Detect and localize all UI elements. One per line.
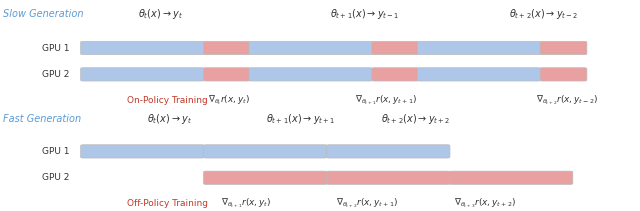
- Text: $\theta_{t+2}(x) \rightarrow y_{t-2}$: $\theta_{t+2}(x) \rightarrow y_{t-2}$: [509, 7, 578, 21]
- FancyBboxPatch shape: [204, 145, 327, 158]
- FancyBboxPatch shape: [204, 68, 250, 81]
- Text: $\nabla_{\theta_{t+1}} r(x, y_t)$: $\nabla_{\theta_{t+1}} r(x, y_t)$: [221, 197, 271, 210]
- Text: GPU 2: GPU 2: [42, 173, 69, 182]
- Text: $\theta_t(x) \rightarrow y_t$: $\theta_t(x) \rightarrow y_t$: [147, 112, 192, 126]
- FancyBboxPatch shape: [372, 68, 419, 81]
- FancyBboxPatch shape: [81, 68, 204, 81]
- FancyBboxPatch shape: [81, 41, 204, 55]
- Text: Slow Generation: Slow Generation: [3, 9, 84, 19]
- FancyBboxPatch shape: [540, 68, 587, 81]
- FancyBboxPatch shape: [326, 171, 450, 184]
- FancyBboxPatch shape: [372, 41, 419, 55]
- Text: On-Policy Training: On-Policy Training: [127, 96, 207, 105]
- FancyBboxPatch shape: [81, 145, 204, 158]
- Text: $\theta_{t+1}(x) \rightarrow y_{t-1}$: $\theta_{t+1}(x) \rightarrow y_{t-1}$: [330, 7, 399, 21]
- Text: $\theta_{t+1}(x) \rightarrow y_{t+1}$: $\theta_{t+1}(x) \rightarrow y_{t+1}$: [266, 112, 335, 126]
- Text: $\nabla_{\theta_{t+2}} r(x, y_{t+1})$: $\nabla_{\theta_{t+2}} r(x, y_{t+1})$: [336, 197, 398, 210]
- Text: GPU 2: GPU 2: [42, 70, 69, 79]
- Text: $\theta_{t+2}(x) \rightarrow y_{t+2}$: $\theta_{t+2}(x) \rightarrow y_{t+2}$: [381, 112, 450, 126]
- FancyBboxPatch shape: [249, 41, 372, 55]
- FancyBboxPatch shape: [540, 41, 587, 55]
- Text: $\nabla_{\theta_{t+1}} r(x, y_{t+1})$: $\nabla_{\theta_{t+1}} r(x, y_{t+1})$: [355, 93, 417, 107]
- Text: GPU 1: GPU 1: [42, 43, 69, 53]
- Text: $\theta_t(x) \rightarrow y_t$: $\theta_t(x) \rightarrow y_t$: [138, 7, 182, 21]
- FancyBboxPatch shape: [249, 68, 372, 81]
- FancyBboxPatch shape: [417, 41, 541, 55]
- FancyBboxPatch shape: [204, 41, 250, 55]
- Text: Fast Generation: Fast Generation: [3, 114, 81, 124]
- Text: $\nabla_{\theta_{t+3}} r(x, y_{t+2})$: $\nabla_{\theta_{t+3}} r(x, y_{t+2})$: [454, 197, 516, 210]
- Text: $\nabla_{\theta_{t+2}} r(x, y_{t-2})$: $\nabla_{\theta_{t+2}} r(x, y_{t-2})$: [536, 93, 598, 107]
- Text: $\nabla_{\theta_t} r(x, y_t)$: $\nabla_{\theta_t} r(x, y_t)$: [208, 93, 250, 107]
- FancyBboxPatch shape: [204, 171, 327, 184]
- FancyBboxPatch shape: [417, 68, 541, 81]
- Text: GPU 1: GPU 1: [42, 147, 69, 156]
- FancyBboxPatch shape: [326, 145, 450, 158]
- Text: Off-Policy Training: Off-Policy Training: [127, 199, 208, 208]
- FancyBboxPatch shape: [449, 171, 573, 184]
